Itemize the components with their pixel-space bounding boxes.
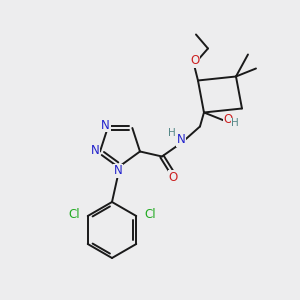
Text: H: H <box>231 118 239 128</box>
Text: N: N <box>177 133 185 146</box>
Text: N: N <box>114 164 122 178</box>
Text: O: O <box>168 171 178 184</box>
Text: N: N <box>91 144 99 157</box>
Text: O: O <box>190 54 200 67</box>
Text: Cl: Cl <box>68 208 80 220</box>
Text: Cl: Cl <box>144 208 156 220</box>
Text: N: N <box>101 118 110 131</box>
Text: O: O <box>223 113 232 126</box>
Text: H: H <box>168 128 176 139</box>
